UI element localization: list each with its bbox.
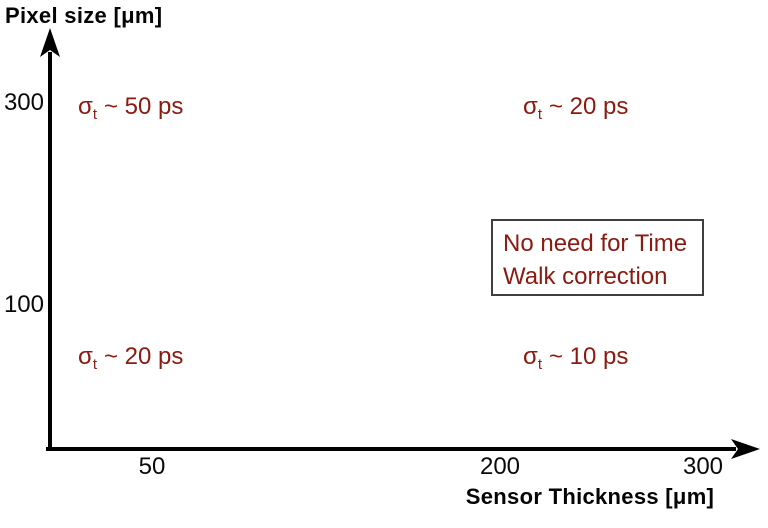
y-tick-100: 100	[3, 291, 44, 318]
y-axis-arrowhead-icon	[40, 28, 60, 57]
x-tick-50: 50	[138, 453, 166, 480]
sigma-symbol: σ	[78, 93, 93, 120]
sigma-subscript: t	[537, 106, 542, 123]
x-tick-200: 200	[479, 453, 521, 480]
sigma-symbol: σ	[523, 93, 538, 120]
annotation-top-right: σt ~ 20 ps	[523, 93, 628, 123]
sigma-symbol: σ	[78, 343, 93, 370]
x-axis-title: Sensor Thickness [μm]	[465, 484, 715, 509]
annotation-bottom-right: σt ~ 10 ps	[523, 343, 628, 373]
annotation-value: ~ 20 ps	[103, 343, 184, 370]
sigma-symbol: σ	[523, 343, 538, 370]
annotation-bottom-left: σt ~ 20 ps	[78, 343, 183, 373]
callout-line-1: No need for Time	[503, 230, 688, 257]
annotation-value: ~ 50 ps	[103, 93, 184, 120]
x-axis-arrowhead-icon	[731, 439, 760, 459]
sigma-subscript: t	[537, 356, 542, 373]
callout-box: No need for Time Walk correction	[491, 219, 704, 296]
callout-line-2: Walk correction	[503, 263, 668, 290]
sigma-subscript: t	[92, 106, 97, 123]
y-tick-300: 300	[3, 89, 44, 116]
y-axis-title: Pixel size [μm]	[5, 3, 163, 28]
annotation-value: ~ 20 ps	[548, 93, 629, 120]
x-tick-300: 300	[682, 453, 724, 480]
sigma-subscript: t	[92, 356, 97, 373]
annotation-value: ~ 10 ps	[548, 343, 629, 370]
annotation-top-left: σt ~ 50 ps	[78, 93, 183, 123]
